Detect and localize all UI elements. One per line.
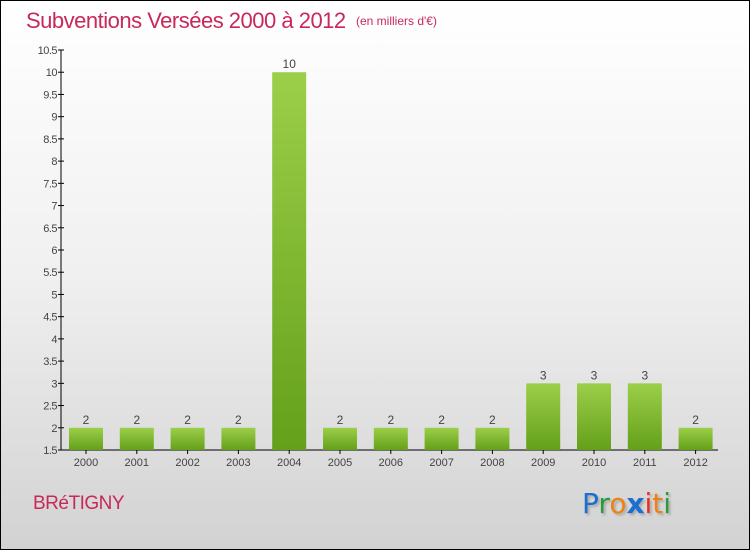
bar [577, 383, 611, 450]
x-tick-label: 2008 [480, 457, 504, 469]
bar [69, 427, 103, 450]
y-tick-label: 10.5 [38, 45, 58, 57]
y-tick-label: 3 [51, 378, 57, 390]
bar [475, 427, 510, 450]
data-label: 3 [641, 368, 648, 382]
y-tick-label: 2 [51, 423, 57, 435]
y-tick-label: 9.5 [43, 89, 57, 101]
proxiti-logo: Proxiti [582, 487, 671, 520]
chart-title: Subventions Versées 2000 à 2012 [26, 8, 346, 33]
bar [424, 427, 459, 450]
data-label: 10 [283, 57, 297, 71]
y-tick-label: 7 [51, 201, 57, 213]
data-label: 3 [540, 368, 547, 382]
x-tick-label: 2000 [74, 457, 98, 469]
y-tick-label: 10 [46, 67, 58, 79]
data-label: 3 [591, 368, 598, 382]
bar [119, 427, 154, 450]
x-tick-label: 2004 [277, 457, 301, 469]
logo-letter: o [609, 487, 627, 520]
y-tick-label: 4 [51, 334, 57, 346]
y-tick-label: 6 [51, 245, 57, 257]
data-label: 2 [235, 413, 242, 427]
bar [272, 72, 307, 450]
logo-letter: r [598, 487, 610, 520]
y-tick-label: 9 [51, 112, 57, 124]
bar [170, 427, 205, 450]
x-tick-label: 2001 [125, 457, 149, 469]
data-label: 2 [489, 413, 496, 427]
x-tick-label: 2010 [582, 457, 606, 469]
data-label: 2 [387, 413, 394, 427]
y-tick-label: 1.5 [43, 445, 57, 457]
y-tick-label: 3.5 [43, 356, 57, 368]
y-tick-label: 5 [51, 289, 57, 301]
data-label: 2 [438, 413, 445, 427]
y-tick-label: 4.5 [43, 312, 57, 324]
x-tick-label: 2007 [429, 457, 453, 469]
bar [526, 383, 561, 450]
logo-letter: t [652, 487, 664, 520]
x-tick-label: 2011 [633, 457, 657, 469]
bar [323, 427, 357, 450]
y-tick-label: 6.5 [43, 223, 57, 235]
y-tick-label: 2.5 [43, 401, 57, 413]
data-label: 2 [337, 413, 344, 427]
logo-letter: x [626, 487, 645, 520]
data-label: 2 [692, 413, 699, 427]
x-tick-label: 2002 [175, 457, 199, 469]
data-label: 2 [83, 413, 90, 427]
y-tick-label: 8 [51, 156, 57, 168]
logo-letter: i [663, 487, 672, 520]
x-tick-label: 2006 [379, 457, 403, 469]
bar [221, 427, 256, 450]
unit-label: (en milliers d'€) [356, 14, 437, 28]
bar [678, 427, 713, 450]
bar [373, 427, 408, 450]
city-name: BRéTIGNY [33, 493, 125, 514]
x-tick-label: 2005 [328, 457, 352, 469]
logo-letter: P [582, 487, 599, 520]
y-tick-label: 7.5 [43, 178, 57, 190]
data-label: 2 [133, 413, 140, 427]
bar [627, 383, 662, 450]
x-tick-label: 2003 [226, 457, 250, 469]
x-tick-label: 2012 [683, 457, 707, 469]
logo-letter: i [644, 487, 653, 520]
x-tick-label: 2009 [531, 457, 555, 469]
y-tick-label: 8.5 [43, 134, 57, 146]
data-label: 2 [184, 413, 191, 427]
y-tick-label: 5.5 [43, 267, 57, 279]
